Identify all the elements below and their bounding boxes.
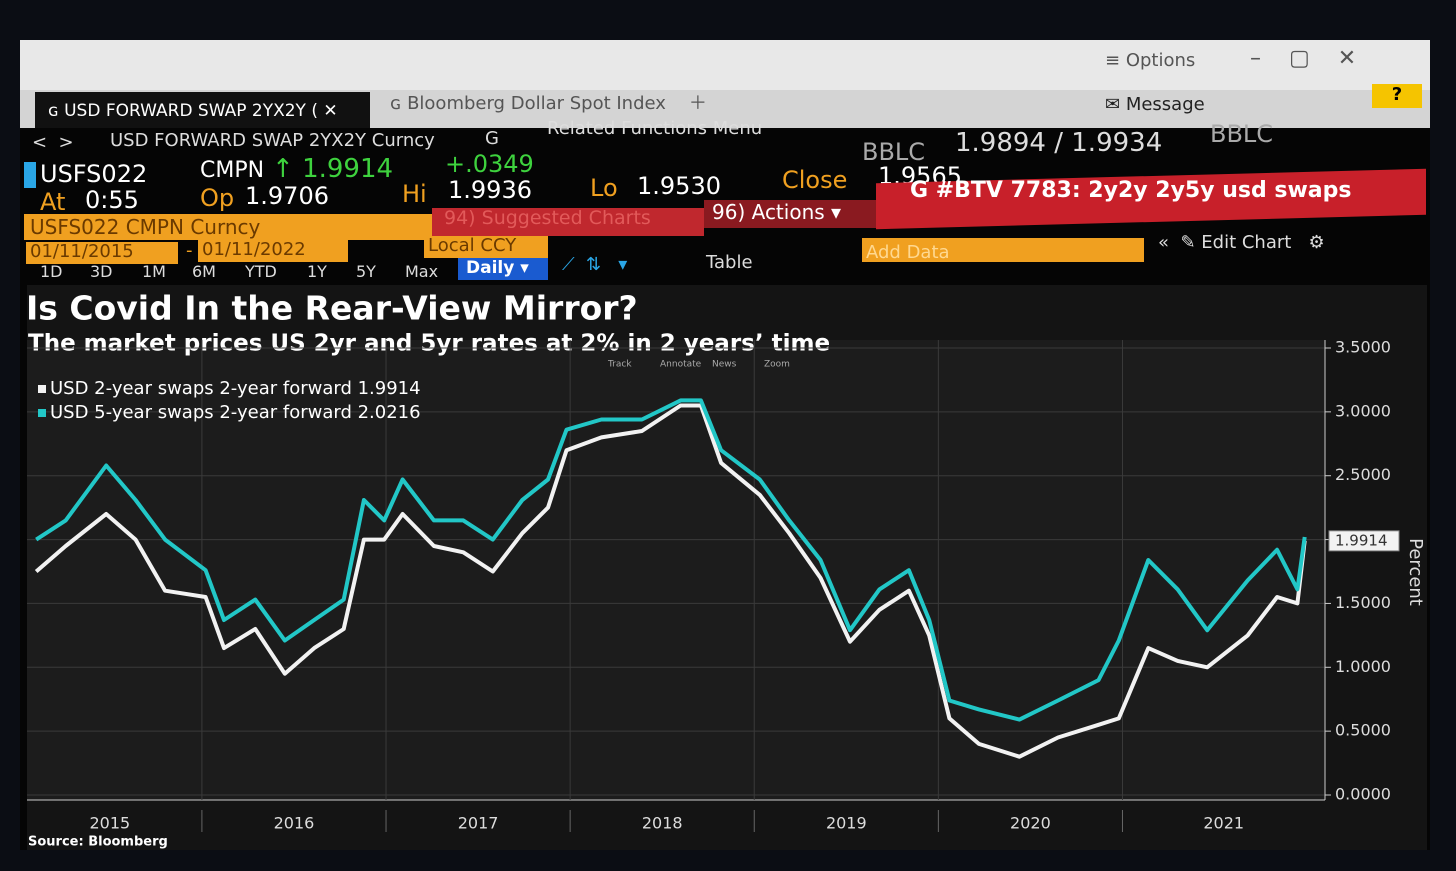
frequency-label[interactable]: Daily [466,258,515,278]
actions-text[interactable]: 96) Actions [712,200,825,224]
frequency-button[interactable] [458,258,548,280]
period-button[interactable]: Max [405,262,439,281]
edit-label[interactable]: Edit Chart [1201,232,1292,253]
low-label: Lo [590,174,618,202]
ticker-pricing: CMPN [200,158,265,183]
window-title-bar [20,40,1430,90]
high-value: 1.9936 [448,176,532,204]
actions-button[interactable] [704,200,876,228]
period-button[interactable]: 3D [90,262,113,281]
nav-arrows[interactable]: < > [32,132,74,153]
period-button[interactable]: 1Y [307,262,327,281]
period-button[interactable]: 1M [142,262,166,281]
low-value: 1.9530 [637,172,721,200]
quote-source: BBLC [862,138,926,166]
ticker-symbol: USFS022 [40,160,148,188]
date-separator: - [186,240,193,261]
story-label[interactable]: G #BTV 7783: 2y2y 2y5y usd swaps [910,178,1352,203]
quote-source: BBLC [1210,120,1274,148]
tab-label[interactable]: ɢ Bloomberg Dollar Spot Index ＋ [390,93,707,114]
add-data-field[interactable] [862,238,1144,262]
security-field[interactable] [24,214,432,240]
add-data[interactable]: Add Data [866,242,950,263]
end-date[interactable]: 01/11/2022 [202,239,306,260]
at-label: At [40,188,66,216]
period-button[interactable]: 6M [192,262,216,281]
help-button[interactable]: ? [1372,84,1422,108]
at-time: 0:55 [85,186,139,214]
nav-security[interactable]: USD FORWARD SWAP 2YX2Y Curncy [110,130,435,151]
options-button[interactable]: ≡ Options [1105,50,1196,71]
tab-title[interactable]: USD FORWARD SWAP 2YX2Y ( [64,101,318,121]
currency-field[interactable] [424,236,548,258]
nav-graph[interactable]: G [485,128,499,149]
close-label: Close [782,166,848,194]
last-price: 1.9914 [302,154,394,184]
ticker-last: ↑ 1.9914 [272,154,394,184]
ticker-marker [24,162,36,188]
currency[interactable]: Local CCY [428,235,517,256]
open-label: Op [200,184,235,212]
quote-bid-ask: 1.9894 / 1.9934 [955,128,1163,158]
high-label: Hi [402,180,427,208]
period-button[interactable]: 1D [40,262,63,281]
security-input[interactable]: USFS022 CMPN Curncy [30,215,261,239]
chart-type-icons[interactable]: ⟋ ⇅ ▾ [562,254,628,275]
open-value: 1.9706 [245,182,329,210]
start-date-field[interactable] [26,242,178,264]
suggested-label[interactable]: 94) Suggested Charts [444,207,651,229]
window-controls[interactable]: – ▢ ✕ [1250,46,1357,71]
start-date[interactable]: 01/11/2015 [30,241,134,262]
message-button[interactable]: ✉ Message [1105,94,1205,115]
edit-chart[interactable]: « ✎ Edit Chart ⚙ [1158,232,1325,253]
options-label[interactable]: Options [1125,50,1196,71]
period-button[interactable]: YTD [245,262,277,281]
active-tab[interactable] [35,92,370,128]
table-button[interactable]: Table [706,252,753,273]
period-button[interactable]: 5Y [356,262,376,281]
nav-menu[interactable]: Related Functions Menu [547,118,763,139]
actions-label[interactable]: 96) Actions ▾ [712,200,842,224]
tab-label[interactable]: ɢ USD FORWARD SWAP 2YX2Y ( ✕ [48,101,338,121]
ticker-change: +.0349 [445,150,534,178]
message-label[interactable]: Message [1125,94,1205,115]
suggested-button[interactable] [432,208,704,236]
end-date-field[interactable] [198,240,348,262]
frequency[interactable]: Daily ▾ [466,258,529,278]
tab-title[interactable]: Bloomberg Dollar Spot Index [407,93,666,114]
